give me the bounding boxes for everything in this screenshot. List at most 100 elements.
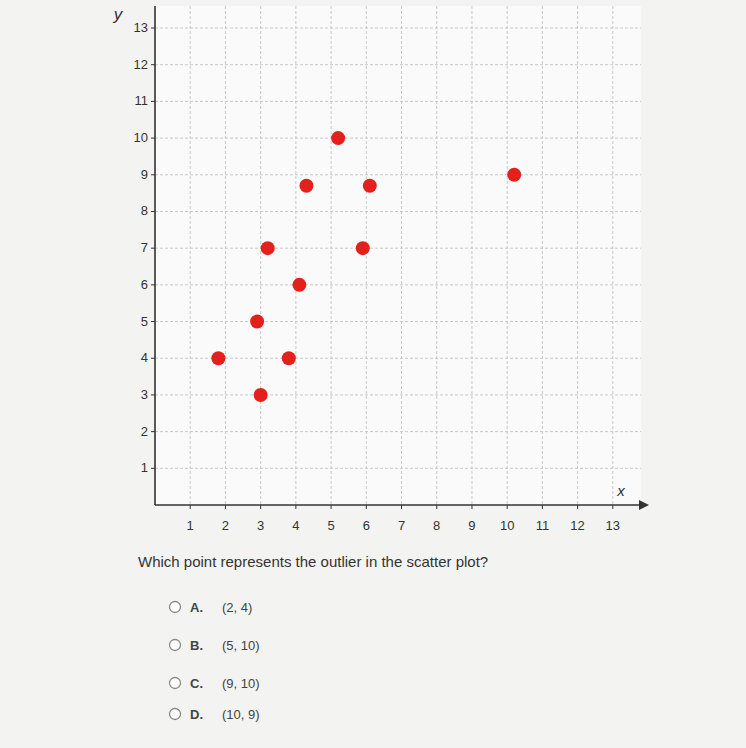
x-tick-label: 2	[222, 518, 229, 533]
x-tick-label: 5	[327, 518, 334, 533]
option[interactable]: A. (2, 4)	[170, 600, 253, 615]
option-letter[interactable]: C.	[190, 676, 203, 691]
y-tick	[151, 468, 155, 469]
grid-line	[155, 358, 641, 359]
option-letter[interactable]: D.	[190, 707, 203, 722]
option-text[interactable]: (9, 10)	[222, 676, 260, 691]
option[interactable]: B. (5, 10)	[170, 638, 260, 653]
x-tick-label: 3	[257, 518, 264, 533]
x-tick-label: 8	[433, 518, 440, 533]
y-tick	[151, 64, 155, 65]
grid-line	[471, 6, 472, 505]
grid-line	[155, 431, 641, 432]
point	[356, 241, 370, 255]
x-tick-label: 4	[292, 518, 299, 533]
x-tick	[295, 505, 296, 509]
y-tick	[151, 101, 155, 102]
x-tick	[471, 505, 472, 509]
y-axis-label: y	[113, 5, 124, 24]
y-tick	[151, 174, 155, 175]
grid	[155, 6, 641, 505]
grid-line	[401, 6, 402, 505]
question: Which point represents the outlier in th…	[138, 553, 488, 570]
x-axis-label: x	[616, 482, 625, 499]
grid-line	[155, 101, 641, 102]
page: 1234567891011121312345678910111213xyWhic…	[0, 0, 746, 748]
y-tick-label: 13	[134, 20, 148, 35]
radio-button[interactable]	[170, 602, 181, 613]
y-tick-label: 6	[141, 277, 148, 292]
grid-line	[155, 64, 641, 65]
x-tick	[190, 505, 191, 509]
grid-line	[155, 321, 641, 322]
x-tick	[366, 505, 367, 509]
option[interactable]: D. (10, 9)	[170, 707, 260, 722]
grid-line	[542, 6, 543, 505]
grid-line	[155, 211, 641, 212]
y-tick	[151, 358, 155, 359]
y-tick	[151, 248, 155, 249]
x-tick-label: 7	[398, 518, 405, 533]
x-tick	[401, 505, 402, 509]
x-tick	[436, 505, 437, 509]
y-tick-label: 8	[141, 203, 148, 218]
y-tick-label: 11	[135, 93, 149, 108]
grid-line	[577, 6, 578, 505]
option-text[interactable]: (10, 9)	[222, 707, 260, 722]
grid-line	[155, 138, 641, 139]
x-tick	[612, 505, 613, 509]
radio-button[interactable]	[170, 640, 181, 651]
grid-line	[155, 284, 641, 285]
y-tick-label: 7	[141, 240, 148, 255]
y-tick-label: 9	[141, 167, 148, 182]
y-tick-label: 3	[141, 387, 148, 402]
y-tick-label: 4	[141, 350, 148, 365]
y-tick-label: 12	[134, 57, 148, 72]
grid-line	[331, 6, 332, 505]
y-tick-label: 5	[141, 314, 148, 329]
grid-line	[155, 468, 641, 469]
grid-line	[190, 6, 191, 505]
x-tick-label: 6	[363, 518, 370, 533]
option-letter[interactable]: B.	[190, 638, 203, 653]
y-tick	[151, 321, 155, 322]
point	[261, 241, 275, 255]
y-tick	[151, 431, 155, 432]
x-tick	[507, 505, 508, 509]
y-tick	[151, 138, 155, 139]
y-tick	[151, 284, 155, 285]
grid-line	[507, 6, 508, 505]
x-axis-arrow	[639, 500, 649, 510]
point	[363, 179, 377, 193]
grid-line	[155, 174, 641, 175]
point	[282, 351, 296, 365]
grid-line	[155, 394, 641, 395]
x-tick	[225, 505, 226, 509]
point	[254, 388, 268, 402]
option-text[interactable]: (5, 10)	[222, 638, 260, 653]
radio-button[interactable]	[170, 709, 181, 720]
x-tick	[542, 505, 543, 509]
x-tick-label: 10	[500, 518, 514, 533]
y-tick	[151, 211, 155, 212]
y-tick-label: 2	[141, 424, 148, 439]
grid-line	[155, 248, 641, 249]
y-tick-label: 1	[141, 460, 148, 475]
grid-line	[436, 6, 437, 505]
tick-labels: 1234567891011121312345678910111213	[134, 20, 621, 533]
option-text[interactable]: (2, 4)	[222, 600, 252, 615]
option[interactable]: C. (9, 10)	[170, 676, 260, 691]
x-tick	[331, 505, 332, 509]
x-tick-label: 13	[606, 518, 620, 533]
point	[331, 131, 345, 145]
grid-line	[366, 6, 367, 505]
points	[211, 131, 521, 402]
grid-line	[612, 6, 613, 505]
point	[507, 168, 521, 182]
y-tick	[151, 28, 155, 29]
grid-line	[225, 6, 226, 505]
option-letter[interactable]: A.	[190, 600, 203, 615]
point	[292, 278, 306, 292]
radio-button[interactable]	[170, 678, 181, 689]
x-tick-label: 12	[570, 518, 584, 533]
